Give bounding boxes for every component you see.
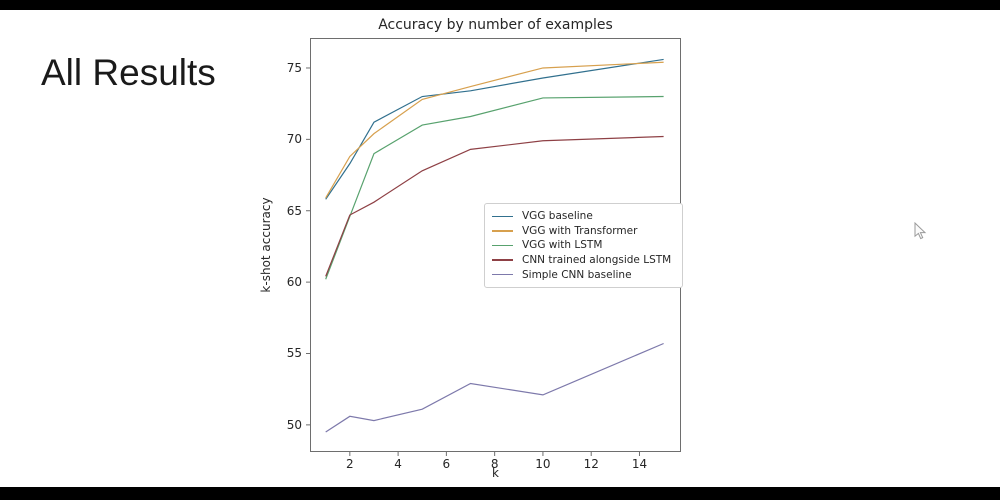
legend-label: VGG with LSTM [522,239,603,252]
legend-row: VGG with LSTM [492,238,675,253]
legend-row: Simple CNN baseline [492,267,675,282]
y-tick-label: 65 [286,203,302,218]
x-axis-label: k [492,466,499,480]
x-tick-label: 6 [442,457,451,471]
y-tick-label: 60 [286,275,302,290]
mouse-cursor [914,222,927,240]
legend-label: CNN trained alongside LSTM [522,254,672,267]
x-tick-label: 14 [631,457,648,471]
series-line [325,135,664,277]
series-line [325,61,664,199]
y-tick-label: 55 [286,346,302,361]
x-tick-label: 4 [394,457,402,471]
series-line [325,58,664,200]
letterbox-top [0,0,1000,10]
legend-swatch-icon [492,244,513,247]
series-line [325,342,664,433]
legend-swatch-icon [492,273,513,276]
legend-swatch-icon [492,215,513,218]
y-tick-label: 50 [286,417,302,432]
legend-label: VGG with Transformer [522,224,638,237]
legend-swatch-icon [492,230,513,232]
slide-heading: All Results [41,52,216,93]
y-tick-label: 75 [286,60,302,75]
x-tick-label: 12 [583,457,599,471]
x-tick-label: 2 [345,457,354,471]
legend-label: Simple CNN baseline [522,268,632,281]
chart-title: Accuracy by number of examples [378,17,613,33]
legend-row: VGG with Transformer [492,224,675,239]
legend-row: CNN trained alongside LSTM [492,253,675,268]
legend-row: VGG baseline [492,209,675,224]
legend-swatch-icon [492,259,513,261]
x-tick-label: 10 [535,457,551,471]
x-tick-label: 8 [490,457,499,471]
y-tick-label: 70 [286,132,302,147]
legend: VGG baseline VGG with Transformer VGG with… [484,203,683,288]
letterbox-bottom [0,487,1000,500]
legend-label: VGG baseline [522,210,593,223]
